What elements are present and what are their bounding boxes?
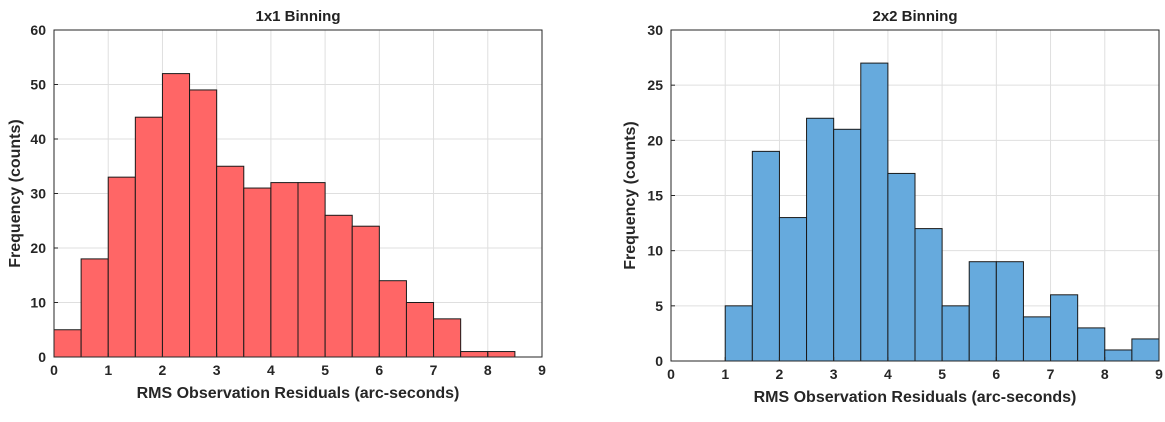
histogram-bar [1050,294,1079,362]
y-tick-label: 25 [647,77,663,93]
y-tick-label: 0 [655,353,663,369]
x-tick-label: 1 [104,362,112,378]
x-tick-label: 4 [267,362,275,378]
x-tick-label: 4 [884,366,892,382]
y-tick-label: 0 [38,349,46,365]
x-tick-label: 8 [1101,366,1109,382]
x-axis-label: RMS Observation Residuals (arc-seconds) [754,389,1077,406]
histogram-bar [995,261,1024,362]
chart-2x2-binning: 0 1 2 3 4 5 6 7 8 9 0 5 10 15 20 25 30 2x2 Binning RMS Obs… [583,0,1165,417]
histogram-bar [433,318,462,358]
x-tick-label: 3 [213,362,221,378]
histogram-bar [107,176,136,358]
histogram-bar [189,89,218,358]
histogram-1x1-svg: 0 1 2 3 4 5 6 7 8 9 0 10 20 30 40 50 60 1x1 Binning RMS Ob… [7,8,546,402]
histogram-bar [80,258,109,358]
x-tick-label: 5 [321,362,329,378]
histogram-2x2-svg: 0 1 2 3 4 5 6 7 8 9 0 5 10 15 20 25 30 2x2 Binning RMS Obs… [622,8,1163,406]
histogram-bar [724,305,753,362]
histogram-bar [53,329,82,358]
histogram-bar [297,182,326,358]
y-tick-label: 40 [30,131,46,147]
histogram-bar [378,280,407,358]
chart-1x1-binning: 0 1 2 3 4 5 6 7 8 9 0 10 20 30 40 50 60 1x1 Binning RMS Ob… [0,0,582,417]
histogram-bar [751,150,780,362]
histogram-bar [860,62,889,362]
y-tick-label: 50 [30,77,46,93]
histogram-bar [1104,349,1133,362]
y-tick-label: 10 [647,243,663,259]
x-tick-label: 0 [50,362,58,378]
histogram-bar [806,117,835,362]
y-tick-label: 20 [30,240,46,256]
x-tick-label: 6 [375,362,383,378]
y-tick-label: 60 [30,22,46,38]
histogram-bar [216,165,245,358]
histogram-bar [487,351,516,358]
histogram-bar [968,261,997,362]
histogram-bar [243,187,272,358]
chart-title: 2x2 Binning [872,8,957,25]
y-axis-label: Frequency (counts) [7,119,24,267]
histogram-bar [1077,327,1106,362]
x-tick-label: 1 [721,366,729,382]
x-tick-label: 9 [538,362,546,378]
x-tick-label: 3 [830,366,838,382]
histogram-bar [460,351,489,358]
x-tick-label: 0 [667,366,675,382]
y-tick-label: 30 [30,186,46,202]
histogram-bar [833,128,862,362]
histogram-bar [941,305,970,362]
histogram-bar [134,116,163,358]
histogram-bar [405,302,435,358]
histogram-bar [914,228,943,362]
y-tick-label: 30 [647,22,663,38]
x-tick-label: 8 [484,362,492,378]
histogram-bar [351,225,380,358]
x-tick-label: 7 [1047,366,1055,382]
histogram-bar [270,182,299,358]
histogram-bar [778,217,808,362]
y-tick-label: 20 [647,132,663,148]
histogram-bar [1022,316,1052,362]
histogram-bar [887,172,916,362]
x-tick-label: 6 [992,366,1000,382]
x-tick-label: 7 [430,362,438,378]
histogram-bar [324,214,353,358]
x-tick-label: 2 [776,366,784,382]
y-axis-label: Frequency (counts) [622,121,639,269]
histogram-bar [1131,338,1160,362]
x-tick-label: 2 [159,362,167,378]
chart-title: 1x1 Binning [255,8,340,25]
x-tick-label: 5 [938,366,946,382]
y-tick-label: 15 [647,188,663,204]
y-tick-label: 5 [655,298,663,314]
y-tick-label: 10 [30,295,46,311]
histogram-bar [161,73,191,358]
x-axis-label: RMS Observation Residuals (arc-seconds) [137,385,460,402]
x-tick-label: 9 [1155,366,1163,382]
